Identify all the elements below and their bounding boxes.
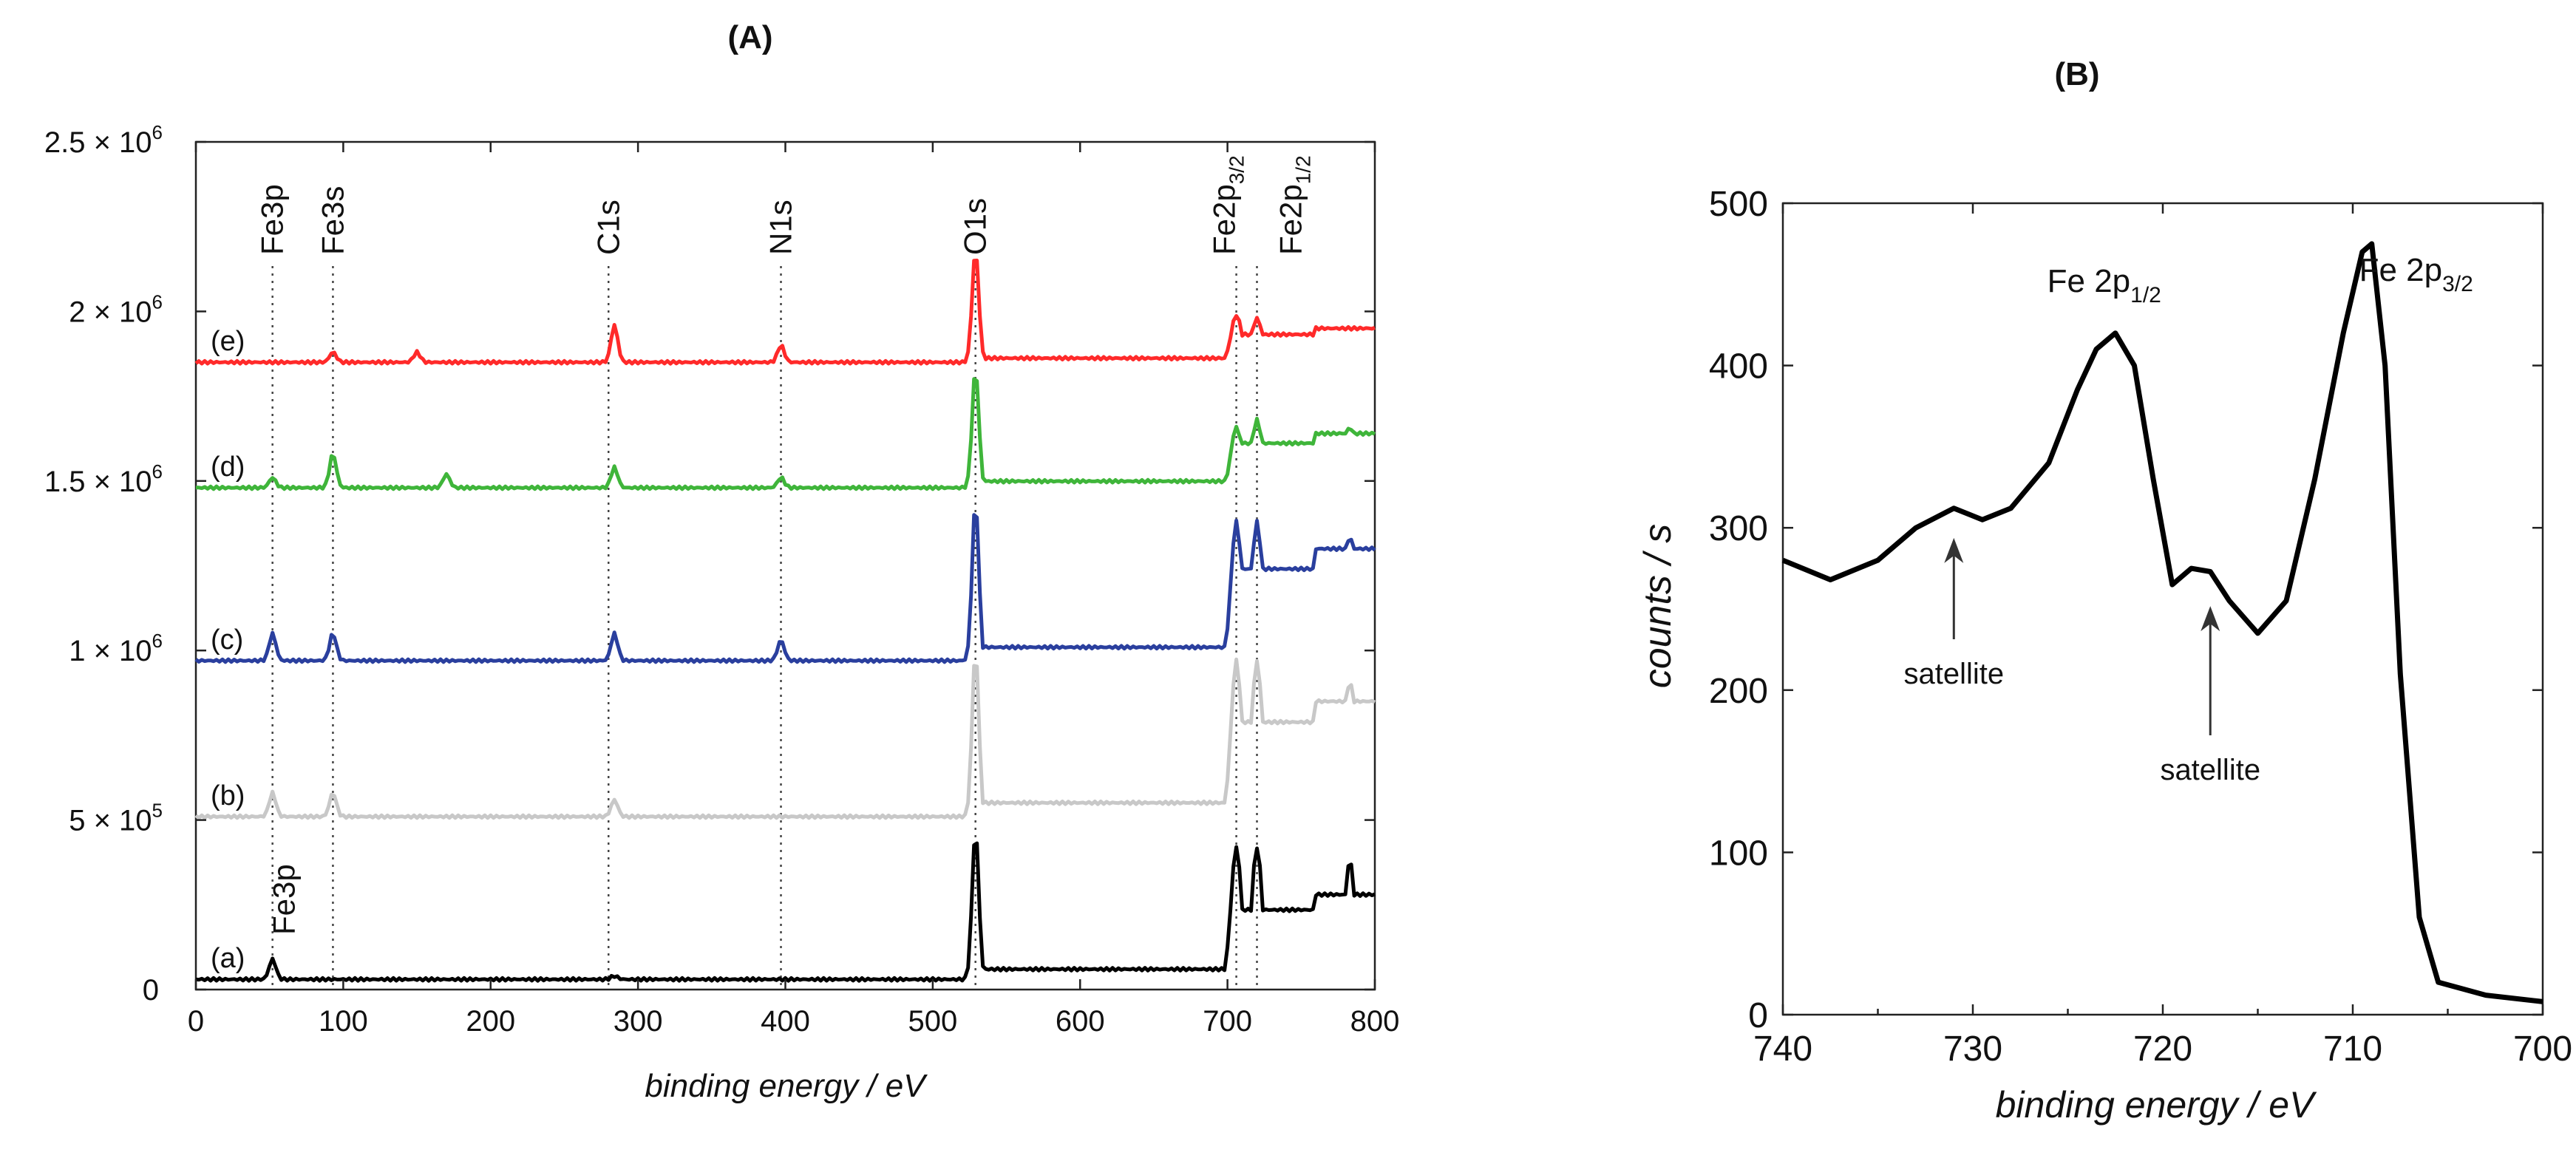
panel-a-peak-label: O1s — [958, 198, 993, 255]
panel-a-peak-label-text: Fe2p — [1274, 184, 1308, 255]
panel-a-x-tick-label: 800 — [1350, 1005, 1400, 1038]
panel-a-x-tick-label: 700 — [1203, 1005, 1252, 1038]
panel-a-peak-label: C1s — [591, 200, 625, 255]
panel-a-y-tick-mantissa: 1 × 10 — [69, 635, 152, 667]
panel-a-peak-label-sub: 1/2 — [1292, 155, 1315, 184]
panel-a-guide-lines — [271, 266, 1258, 990]
panel-a-x-tick-label: 200 — [466, 1005, 515, 1038]
panel-a-series-label: (c) — [211, 624, 243, 656]
panel-b-peak-annotation: Fe 2p1/2 — [2047, 263, 2161, 307]
panel-a-peak-label-text: N1s — [764, 200, 798, 255]
panel-a-peak-label-text: C1s — [591, 200, 625, 255]
panel-b-satellite-arrowhead — [1944, 537, 1964, 563]
panel-b-y-tick-label: 500 — [1709, 185, 1768, 224]
panel-a-y-tick-mantissa: 5 × 10 — [69, 805, 152, 837]
panel-a-series-label: (a) — [211, 943, 245, 974]
panel-a-peak-label: Fe3s — [315, 186, 350, 255]
panel-a-fe3p-lower-label: Fe3p — [267, 864, 302, 935]
panel-b-series-line — [1781, 241, 2543, 1004]
panel-a-y-tick-mantissa: 1.5 × 10 — [44, 466, 152, 498]
panel-a-y-tick-mantissa: 2.5 × 10 — [44, 126, 152, 159]
panel-a-label: (A) — [727, 19, 772, 55]
panel-a-series-line — [194, 657, 1376, 820]
panel-b-label: (B) — [2054, 56, 2099, 92]
panel-a-series-label: (e) — [211, 326, 245, 357]
panel-a-x-tick-label: 300 — [614, 1005, 663, 1038]
panel-b-satellite-label: satellite — [1903, 658, 2004, 690]
panel-a-peak-label-text: Fe2p — [1207, 184, 1242, 255]
panel-b-x-tick-label: 720 — [2133, 1029, 2192, 1069]
panel-a-y-tick-exponent: 6 — [152, 290, 163, 313]
panel-b-plot-frame — [1781, 202, 2544, 1016]
panel-a-y-tick-mantissa: 0 — [143, 974, 159, 1007]
panel-b-peak-annotation-text: Fe 2p — [2047, 263, 2131, 299]
panel-a-peak-label: N1s — [764, 200, 798, 255]
panel-a-y-tick-label: 1 × 106 — [69, 630, 163, 667]
panel-b-peak-annotation-sub: 3/2 — [2442, 272, 2473, 296]
panel-a-series-line — [194, 259, 1376, 366]
panel-b-satellite-label: satellite — [2160, 754, 2260, 786]
panel-a-x-tick-label: 100 — [319, 1005, 368, 1038]
panel-a-y-tick-exponent: 6 — [152, 630, 163, 652]
panel-a-series-label: (d) — [211, 452, 245, 483]
panel-a-y-tick-label: 2.5 × 106 — [44, 121, 163, 159]
panel-a-series-line — [194, 513, 1376, 664]
panel-b-ticks: 740 730 720 710 700 0 100 200 300 400 500 — [1709, 185, 2572, 1069]
panel-a-series-label: (b) — [211, 780, 245, 811]
panel-a-peak-label-text: Fe3s — [315, 186, 350, 255]
panel-b-x-tick-label: 710 — [2323, 1029, 2382, 1069]
panel-a-series-line — [195, 841, 1376, 983]
panel-a-y-tick-exponent: 5 — [152, 800, 163, 822]
panel-a-y-tick-exponent: 6 — [152, 121, 163, 143]
panel-b-series — [1781, 241, 2543, 1004]
panel-b-y-tick-label: 300 — [1709, 509, 1768, 548]
panel-b-x-axis-label: binding energy / eV — [1996, 1084, 2318, 1126]
panel-b-y-tick-label: 200 — [1709, 672, 1768, 711]
panel-b-x-tick-label: 730 — [1943, 1029, 2002, 1069]
panel-a-y-tick-label: 2 × 106 — [69, 290, 163, 328]
panel-a-x-tick-label: 600 — [1056, 1005, 1105, 1038]
panel-b-x-tick-label: 740 — [1753, 1029, 1812, 1069]
panel-a-y-tick-label: 1.5 × 106 — [44, 460, 163, 498]
panel-b-peak-annotation-text: Fe 2p — [2359, 252, 2443, 288]
panel-b-y-tick-label: 100 — [1709, 834, 1768, 873]
panel-b-y-axis-label: counts / s — [1637, 524, 1679, 689]
panel-a-plot-frame — [194, 140, 1376, 991]
panel-a-y-tick-label: 0 — [143, 974, 159, 1007]
panel-b-satellite-arrowhead — [2201, 606, 2220, 632]
panel-a-peak-label: Fe2p1/2 — [1274, 155, 1315, 255]
panel-b-peak-annotation-sub: 1/2 — [2130, 283, 2161, 307]
panel-a-peak-label-sub: 3/2 — [1226, 155, 1248, 184]
chart-panel-a: (A) (a) (b) (c) (d) (e) 0 100 200 300 400 500 600 7… — [44, 19, 1400, 1104]
panel-a-peak-label: Fe2p3/2 — [1207, 155, 1248, 255]
panel-a-x-tick-label: 0 — [188, 1005, 204, 1038]
panel-a-peak-label: Fe3p — [255, 184, 290, 255]
panel-b-peak-annotation: Fe 2p3/2 — [2359, 252, 2473, 296]
panel-a-y-tick-label: 5 × 105 — [69, 800, 163, 837]
panel-b-y-tick-label: 400 — [1709, 347, 1768, 387]
panel-b-y-tick-label: 0 — [1748, 996, 1768, 1035]
panel-a-peak-label-text: O1s — [958, 198, 993, 255]
panel-a-x-tick-label: 400 — [761, 1005, 810, 1038]
panel-a-x-tick-label: 500 — [908, 1005, 958, 1038]
panel-a-series: (a) (b) (c) (d) (e) — [194, 259, 1376, 983]
panel-a-x-axis-label: binding energy / eV — [645, 1068, 928, 1104]
panel-a-series-line — [195, 377, 1376, 491]
panel-a-y-tick-mantissa: 2 × 10 — [69, 296, 152, 328]
panel-b-x-tick-label: 700 — [2513, 1029, 2572, 1069]
panel-a-peak-label-text: Fe3p — [255, 184, 290, 255]
chart-panel-b: (B) 740 730 720 710 700 0 100 200 300 400 500 Fe 2… — [1637, 56, 2572, 1126]
panel-a-y-tick-exponent: 6 — [152, 460, 163, 483]
